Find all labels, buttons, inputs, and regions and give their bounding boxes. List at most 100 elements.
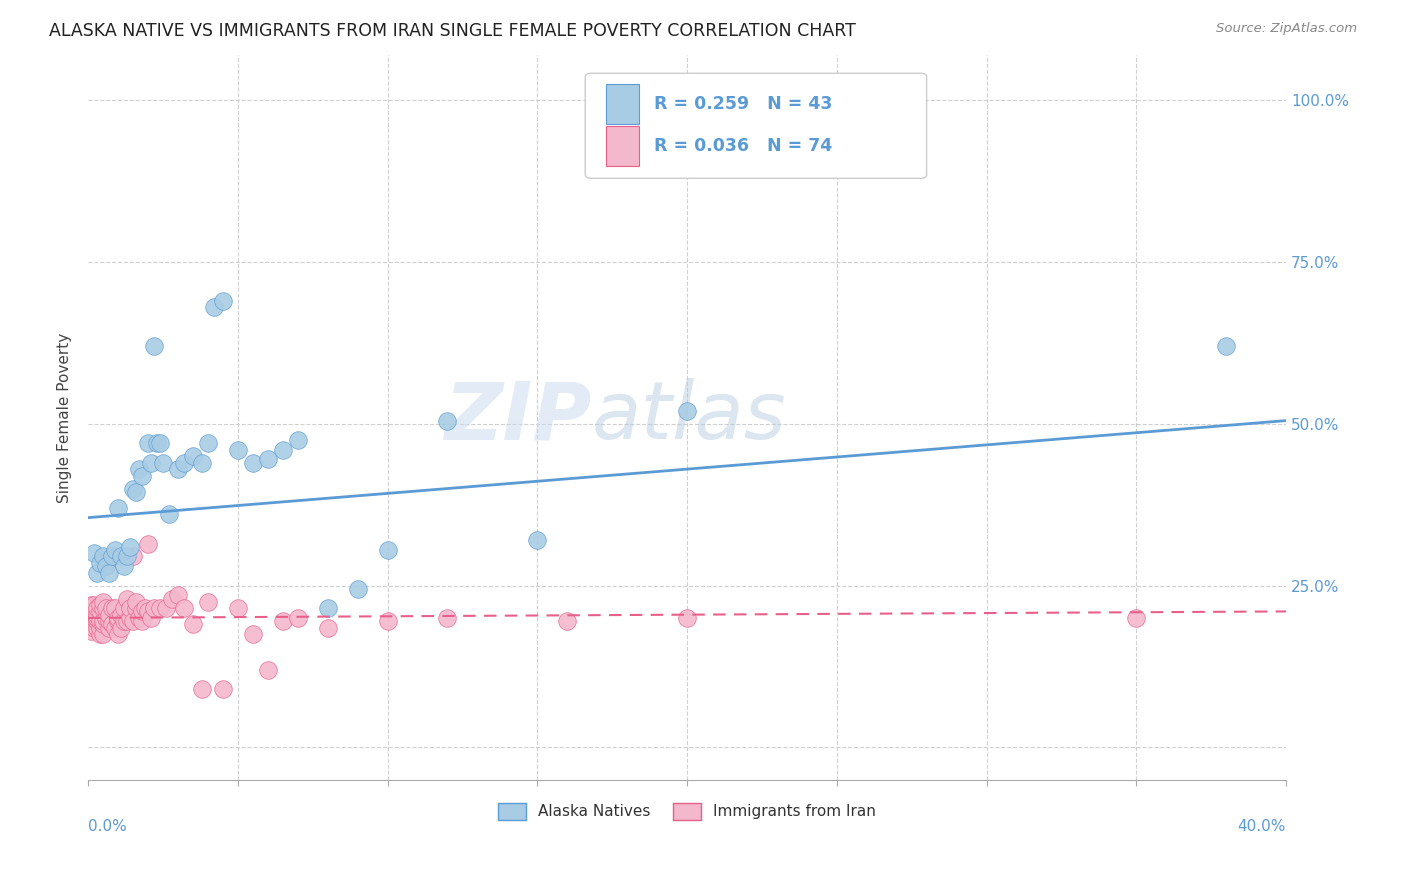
Point: [104, 621, 127, 635]
Point: [83, 611, 105, 625]
Point: [256, 663, 278, 677]
Point: [173, 456, 195, 470]
Point: [110, 607, 132, 622]
Point: [149, 601, 172, 615]
Point: [226, 442, 249, 457]
Point: [89, 604, 111, 618]
Point: [107, 627, 129, 641]
Point: [120, 601, 142, 615]
Point: [143, 339, 166, 353]
Point: [80, 624, 103, 638]
Point: [107, 614, 129, 628]
Point: [676, 611, 699, 625]
Point: [80, 598, 103, 612]
Point: [91, 617, 114, 632]
Point: [271, 614, 294, 628]
Point: [155, 601, 177, 615]
Point: [1125, 611, 1147, 625]
Point: [181, 617, 204, 632]
Point: [139, 456, 162, 470]
Point: [98, 621, 121, 635]
Y-axis label: Single Female Poverty: Single Female Poverty: [58, 332, 72, 502]
Point: [212, 681, 235, 696]
Point: [94, 601, 117, 615]
Text: atlas: atlas: [592, 378, 786, 457]
Point: [122, 614, 145, 628]
Point: [86, 614, 108, 628]
Point: [107, 611, 129, 625]
Point: [91, 549, 114, 564]
Point: [136, 436, 159, 450]
Point: [287, 433, 309, 447]
Point: [112, 614, 135, 628]
Point: [104, 601, 127, 615]
Point: [120, 611, 142, 625]
Point: [271, 442, 294, 457]
Point: [287, 611, 309, 625]
Point: [98, 566, 121, 580]
Point: [212, 293, 235, 308]
Point: [139, 611, 162, 625]
Point: [377, 614, 399, 628]
Point: [191, 456, 214, 470]
Point: [86, 621, 108, 635]
Text: R = 0.036   N = 74: R = 0.036 N = 74: [654, 136, 832, 154]
Text: ZIP: ZIP: [444, 378, 592, 457]
Point: [110, 621, 132, 635]
Point: [377, 543, 399, 558]
Point: [98, 614, 121, 628]
Point: [89, 614, 111, 628]
Point: [125, 484, 148, 499]
Point: [83, 598, 105, 612]
Point: [316, 601, 339, 615]
Point: [197, 595, 219, 609]
Point: [157, 508, 180, 522]
Point: [83, 621, 105, 635]
Point: [91, 601, 114, 615]
Point: [89, 627, 111, 641]
Point: [107, 500, 129, 515]
Point: [101, 601, 124, 615]
Point: [256, 452, 278, 467]
Point: [128, 611, 150, 625]
Point: [152, 456, 174, 470]
Point: [94, 611, 117, 625]
Point: [89, 598, 111, 612]
Point: [101, 617, 124, 632]
Point: [346, 582, 368, 596]
Point: [125, 595, 148, 609]
Legend: Alaska Natives, Immigrants from Iran: Alaska Natives, Immigrants from Iran: [492, 797, 882, 826]
FancyBboxPatch shape: [606, 85, 640, 124]
Point: [146, 436, 169, 450]
Point: [112, 559, 135, 574]
Point: [86, 601, 108, 615]
Point: [676, 404, 699, 418]
Point: [242, 627, 264, 641]
Point: [115, 614, 138, 628]
Text: 40.0%: 40.0%: [1237, 820, 1286, 835]
Point: [436, 414, 458, 428]
Point: [98, 607, 121, 622]
Point: [134, 601, 156, 615]
Point: [91, 595, 114, 609]
Point: [104, 543, 127, 558]
Point: [526, 533, 548, 548]
Point: [120, 540, 142, 554]
Point: [83, 546, 105, 560]
Point: [316, 621, 339, 635]
Text: ALASKA NATIVE VS IMMIGRANTS FROM IRAN SINGLE FEMALE POVERTY CORRELATION CHART: ALASKA NATIVE VS IMMIGRANTS FROM IRAN SI…: [49, 22, 856, 40]
Point: [86, 611, 108, 625]
Point: [125, 601, 148, 615]
Point: [181, 449, 204, 463]
FancyBboxPatch shape: [606, 126, 640, 166]
Point: [89, 621, 111, 635]
Text: Source: ZipAtlas.com: Source: ZipAtlas.com: [1216, 22, 1357, 36]
Point: [122, 549, 145, 564]
Point: [143, 601, 166, 615]
Point: [436, 611, 458, 625]
Point: [149, 436, 172, 450]
Point: [191, 681, 214, 696]
Point: [89, 556, 111, 570]
Point: [101, 549, 124, 564]
Point: [86, 607, 108, 622]
